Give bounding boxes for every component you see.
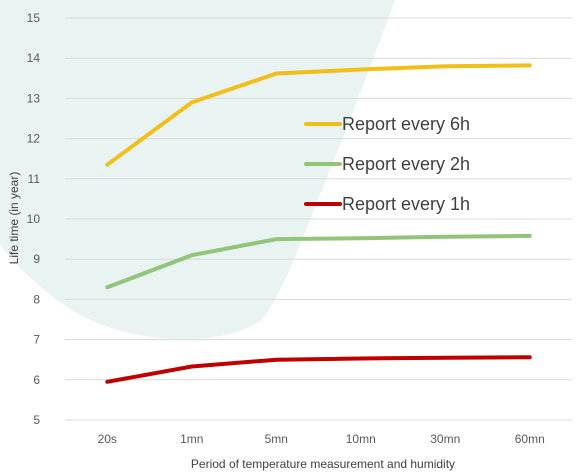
y-tick-11: 11 xyxy=(28,172,41,186)
y-tick-7: 7 xyxy=(33,333,40,347)
background-swoosh xyxy=(0,0,395,340)
y-tick-15: 15 xyxy=(27,11,41,25)
x-tick-30mn: 30mn xyxy=(430,432,460,446)
series-line-2 xyxy=(105,355,532,384)
legend-label-1: Report every 2h xyxy=(342,154,470,174)
y-tick-5: 5 xyxy=(33,413,40,427)
y-tick-13: 13 xyxy=(27,91,41,105)
y-tick-8: 8 xyxy=(33,292,40,306)
y-tick-10: 10 xyxy=(27,212,41,226)
y-tick-9: 9 xyxy=(33,252,40,266)
x-tick-labels: 20s 1mn 5mn 10mn 30mn 60mn xyxy=(98,432,545,446)
y-tick-6: 6 xyxy=(33,373,40,387)
y-tick-14: 14 xyxy=(27,51,41,65)
x-tick-10mn: 10mn xyxy=(346,432,376,446)
y-axis-title: Life time (in year) xyxy=(7,172,21,265)
x-tick-5mn: 5mn xyxy=(265,432,288,446)
legend-label-0: Report every 6h xyxy=(342,114,470,134)
y-tick-labels: 5 6 7 8 9 10 11 12 13 14 15 xyxy=(27,11,41,427)
legend-label-2: Report every 1h xyxy=(342,194,470,214)
series-lines xyxy=(105,63,532,384)
x-tick-60mn: 60mn xyxy=(515,432,545,446)
grid-lines xyxy=(65,17,572,421)
legend: Report every 6h Report every 2h Report eve… xyxy=(304,114,470,214)
y-tick-12: 12 xyxy=(27,132,41,146)
x-tick-20s: 20s xyxy=(98,432,117,446)
x-axis-title: Period of temperature measurement and hu… xyxy=(191,457,455,471)
x-tick-1mn: 1mn xyxy=(180,432,203,446)
series-line-1 xyxy=(105,233,532,290)
series-line-0 xyxy=(105,63,532,167)
